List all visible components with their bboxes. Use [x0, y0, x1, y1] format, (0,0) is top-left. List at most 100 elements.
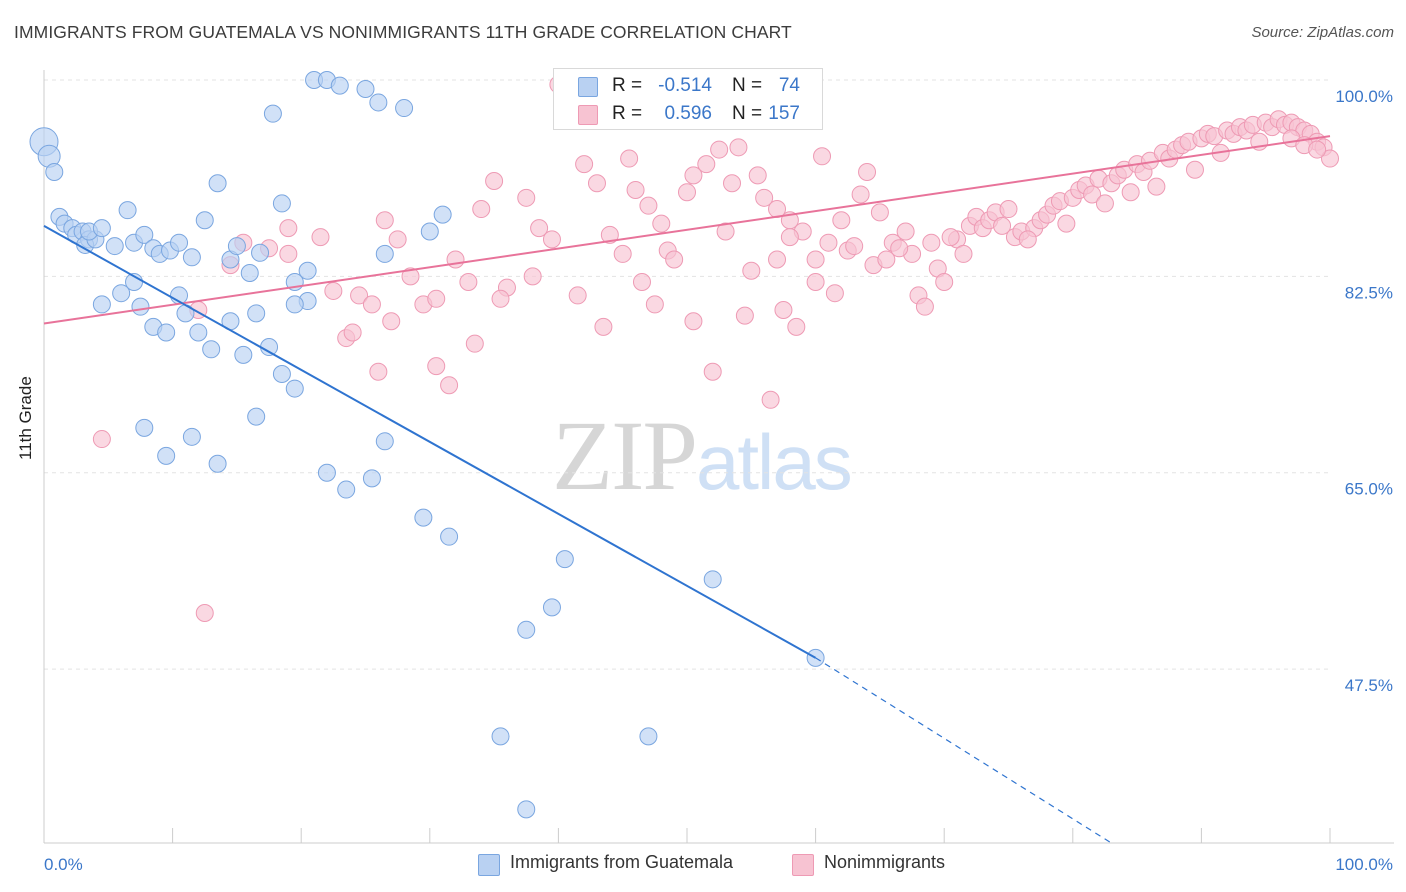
- nonimmigrant-point: [362, 295, 381, 314]
- nonimmigrant-point: [1057, 214, 1076, 233]
- nonimmigrant-point: [774, 301, 793, 320]
- nonimmigrant-point: [761, 390, 780, 409]
- nonimmigrant-point: [825, 284, 844, 303]
- nonimmigrant-point: [858, 163, 877, 182]
- nonimmigrant-point: [652, 214, 671, 233]
- guatemala-point: [195, 211, 214, 230]
- n-value: 157: [768, 103, 800, 124]
- x-tick-label: 100.0%: [1335, 855, 1393, 874]
- nonimmigrant-point: [388, 230, 407, 249]
- guatemala-point: [420, 222, 439, 241]
- nonimmigrant-point: [427, 357, 446, 376]
- guatemala-point: [227, 237, 246, 256]
- correlation-legend: R = -0.514 N = 74 R = 0.596 N = 157: [553, 68, 823, 130]
- nonimmigrant-point: [915, 297, 934, 316]
- nonimmigrant-point: [723, 174, 742, 193]
- nonimmigrant-point: [665, 250, 684, 269]
- nonimmigrant-point: [716, 222, 735, 241]
- guatemala-point: [395, 99, 414, 118]
- nonimmigrant-point: [742, 261, 761, 280]
- guatemala-point: [285, 295, 304, 314]
- guatemala-point: [247, 407, 266, 426]
- y-tick-label: 65.0%: [1345, 480, 1393, 499]
- r-value: -0.514: [658, 75, 712, 96]
- nonimmigrant-point: [195, 603, 214, 622]
- guatemala-point: [517, 800, 536, 819]
- guatemala-point: [189, 323, 208, 342]
- legend-swatch-pink: [792, 854, 814, 876]
- nonimmigrant-point: [684, 166, 703, 185]
- n-label: N =: [732, 103, 763, 124]
- nonimmigrant-point: [877, 250, 896, 269]
- nonimmigrant-point: [684, 312, 703, 331]
- guatemala-point: [414, 508, 433, 527]
- chart-source: Source: ZipAtlas.com: [1251, 24, 1394, 41]
- legend-swatch-pink: [578, 105, 598, 125]
- guatemala-point: [182, 427, 201, 446]
- guatemala-point: [433, 205, 452, 224]
- nonimmigrant-point: [748, 166, 767, 185]
- guatemala-trendline: [43, 224, 817, 659]
- guatemala-point: [118, 201, 137, 220]
- nonimmigrant-point: [279, 219, 298, 238]
- guatemala-point: [182, 248, 201, 267]
- nonimmigrant-point: [491, 289, 510, 308]
- nonimmigrant-point: [639, 196, 658, 215]
- nonimmigrant-point: [806, 250, 825, 269]
- nonimmigrant-point: [620, 149, 639, 168]
- nonimmigrant-point: [311, 228, 330, 247]
- nonimmigrant-point: [530, 219, 549, 238]
- nonimmigrant-point: [446, 250, 465, 269]
- guatemala-point: [285, 379, 304, 398]
- nonimmigrant-point: [1308, 140, 1327, 159]
- n-value: 74: [778, 75, 800, 96]
- nonimmigrant-point: [613, 244, 632, 263]
- guatemala-point: [45, 163, 64, 182]
- y-tick-label: 82.5%: [1345, 283, 1393, 302]
- guatemala-point: [240, 263, 259, 282]
- guatemala-point: [105, 237, 124, 256]
- nonimmigrant-point: [459, 272, 478, 291]
- guatemala-point: [247, 304, 266, 323]
- nonimmigrant-point: [523, 267, 542, 286]
- guatemala-point: [555, 550, 574, 569]
- guatemala-point: [135, 225, 154, 244]
- guatemala-point: [208, 174, 227, 193]
- nonimmigrant-point: [768, 250, 787, 269]
- nonimmigrant-point: [626, 180, 645, 199]
- nonimmigrant-point: [890, 239, 909, 258]
- nonimmigrant-point: [1147, 177, 1166, 196]
- y-tick-label: 100.0%: [1335, 87, 1393, 106]
- y-axis-label: 11th Grade: [16, 376, 35, 460]
- guatemala-point: [369, 93, 388, 112]
- nonimmigrant-point: [575, 155, 594, 174]
- nonimmigrant-point: [594, 317, 613, 336]
- nonimmigrant-point: [697, 155, 716, 174]
- guatemala-point: [375, 244, 394, 263]
- nonimmigrant-point: [632, 272, 651, 291]
- nonimmigrant-point: [941, 228, 960, 247]
- y-tick-label: 47.5%: [1345, 676, 1393, 695]
- nonimmigrant-point: [710, 140, 729, 159]
- nonimmigrant-point: [1321, 149, 1339, 168]
- guatemala-point: [234, 345, 253, 364]
- r-label: R =: [612, 75, 643, 96]
- nonimmigrant-point: [787, 317, 806, 336]
- legend-label: Nonimmigrants: [824, 852, 946, 872]
- nonimmigrant-point: [382, 312, 401, 331]
- guatemala-point: [298, 261, 317, 280]
- nonimmigrant-point: [350, 286, 369, 305]
- nonimmigrant-point: [517, 188, 536, 207]
- r-label: R =: [612, 103, 643, 124]
- nonimmigrant-point: [568, 286, 587, 305]
- nonimmigrant-point: [703, 362, 722, 381]
- nonimmigrant-point: [343, 323, 362, 342]
- legend-row-nonimmigrants: R = 0.596 N = 157: [554, 100, 822, 128]
- guatemala-point: [92, 295, 111, 314]
- nonimmigrant-point: [993, 216, 1012, 235]
- nonimmigrant-point: [645, 295, 664, 314]
- guatemala-point: [135, 418, 154, 437]
- nonimmigrant-point: [324, 281, 343, 300]
- nonimmigrant-point: [813, 147, 832, 166]
- guatemala-point: [639, 727, 658, 746]
